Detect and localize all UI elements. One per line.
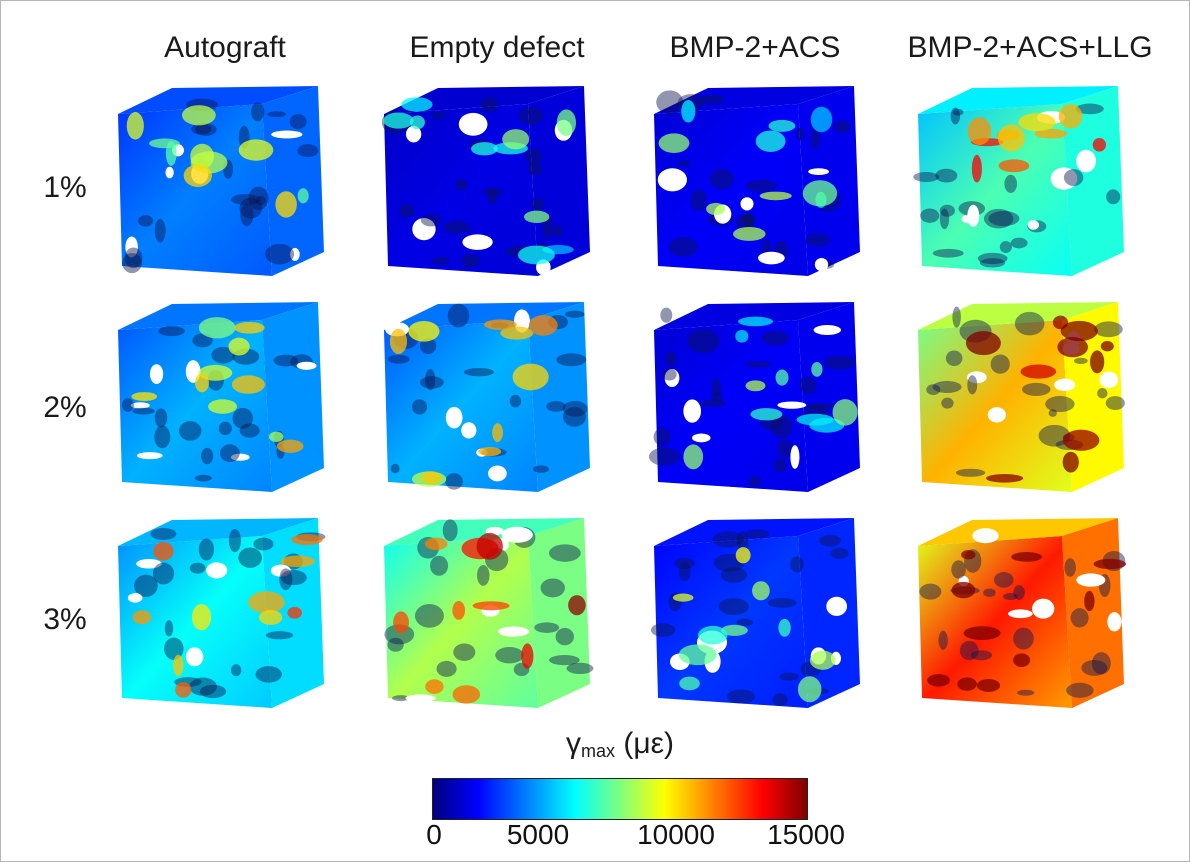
scaffold-render-r3-c4 [912, 516, 1132, 716]
row-label-2pct: 2% [43, 391, 87, 424]
colorbar-title: γmax (με) [520, 724, 720, 771]
row-label-1pct: 1% [43, 171, 87, 204]
colorbar-subscript: max [581, 741, 616, 761]
colorbar-tick-15000: 15000 [767, 819, 845, 850]
colorbar-tick-0: 0 [426, 819, 442, 850]
scaffold-render-r2-c2 [378, 300, 598, 500]
scaffold-render-r2-c4 [912, 300, 1132, 500]
colorbar [432, 778, 808, 820]
scaffold-render-r2-c3 [648, 300, 868, 500]
scaffold-render-r3-c2 [378, 516, 598, 716]
scaffold-render-r3-c1 [112, 516, 332, 716]
colorbar-tick-5000: 5000 [506, 819, 570, 850]
column-title-empty-defect: Empty defect [409, 31, 585, 64]
scaffold-render-r1-c4 [912, 84, 1132, 284]
scaffold-render-r1-c1 [112, 84, 332, 284]
colorbar-symbol: γ [566, 727, 581, 760]
column-title-bmp2-acs-llg: BMP-2+ACS+LLG [907, 31, 1153, 64]
scaffold-render-r1-c2 [378, 84, 598, 284]
colorbar-unit: (με) [623, 727, 674, 760]
colorbar-tick-10000: 10000 [637, 819, 715, 850]
scaffold-render-r3-c3 [648, 516, 868, 716]
scaffold-render-r2-c1 [112, 300, 332, 500]
column-title-autograft: Autograft [164, 31, 286, 64]
scaffold-render-r1-c3 [648, 84, 868, 284]
column-title-bmp2-acs: BMP-2+ACS [669, 31, 841, 64]
row-label-3pct: 3% [43, 603, 87, 636]
